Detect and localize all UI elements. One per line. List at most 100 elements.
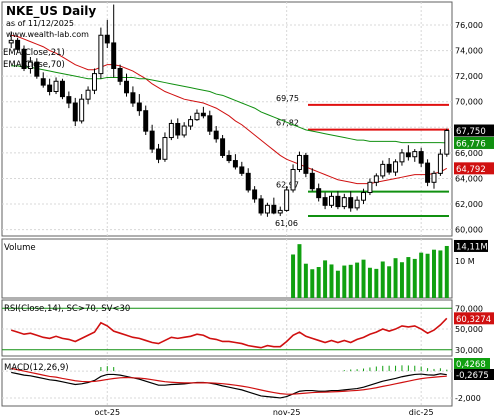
candle-body	[168, 122, 174, 139]
x-tick-label: dic-25	[409, 408, 434, 417]
rsi-tick-label: 30,000	[455, 346, 483, 355]
candle-body	[188, 119, 194, 127]
price-tick-label: 72,000	[455, 72, 483, 81]
candle-body	[354, 199, 360, 209]
ema70-line	[11, 65, 447, 144]
price-badge-text: 67,750	[456, 127, 486, 137]
macd-badge-value-text: -0,2675	[456, 371, 489, 381]
volume-tick-label: 10 M	[455, 257, 475, 266]
x-tick-label: oct-25	[95, 408, 121, 417]
candle-body	[341, 197, 347, 208]
price-tick-label: 62,000	[455, 200, 483, 209]
candle-body	[207, 115, 213, 132]
volume-bar	[444, 245, 449, 298]
candle-body	[53, 80, 59, 93]
candle-body	[367, 181, 373, 194]
volume-bar	[419, 252, 424, 298]
price-badge	[454, 136, 494, 149]
candle-body	[98, 34, 104, 75]
candle-body	[175, 122, 181, 136]
chart-subtitle: as of 11/12/2025	[6, 19, 74, 28]
rsi-line	[10, 317, 448, 349]
volume-bar	[393, 258, 398, 298]
legend-ema21: EMA(Close,21)	[3, 48, 65, 58]
candle-body	[437, 153, 443, 174]
chart-title: NKE_US Daily	[6, 4, 96, 19]
candle-body	[373, 175, 379, 183]
candle-body	[322, 197, 328, 206]
macd-badge-histogram-text: 0,4268	[456, 360, 486, 370]
macd-title: MACD(12,26,9)	[4, 363, 69, 373]
price-tick-label: 74,000	[455, 47, 483, 56]
candle-body	[34, 61, 40, 77]
candle-body	[264, 204, 270, 214]
chart-source: www.wealth-lab.com	[6, 30, 89, 39]
candle-body	[27, 61, 33, 69]
candle-body	[425, 162, 431, 183]
volume-bar	[431, 249, 436, 298]
candle-body	[136, 102, 142, 112]
support-label: 62,97	[276, 181, 299, 190]
candle-body	[8, 39, 14, 44]
candle-body	[303, 154, 309, 174]
candle-body	[200, 112, 206, 117]
candle-body	[393, 161, 399, 173]
candle-body	[156, 148, 162, 160]
price-tick-label: 64,000	[455, 174, 483, 183]
candle-body	[213, 130, 219, 140]
candle-body	[15, 39, 21, 50]
volume-bar	[438, 250, 443, 298]
candle-body	[380, 163, 386, 177]
price-tick-label: 76,000	[455, 21, 483, 30]
rsi-badge-text: 60,3274	[456, 315, 491, 325]
volume-bar	[335, 270, 340, 298]
x-tick-label: nov-25	[273, 408, 301, 417]
volume-badge-text: 14,11M	[456, 242, 488, 252]
candle-body	[104, 34, 110, 44]
volume-bar	[361, 259, 366, 298]
candle-body	[245, 172, 251, 191]
price-badge-text: 66,776	[456, 139, 486, 149]
volume-bar	[355, 262, 360, 298]
candle-body	[335, 195, 341, 208]
volume-bar	[406, 257, 411, 298]
candle-body	[258, 198, 264, 214]
candle-body	[290, 169, 296, 191]
candle-body	[162, 137, 168, 160]
volume-bar	[316, 267, 321, 298]
support-label: 61,06	[275, 219, 298, 228]
candle-body	[418, 151, 424, 164]
candle-body	[386, 163, 392, 173]
macd-signal-line	[11, 367, 447, 395]
candle-body	[399, 152, 405, 163]
volume-bar	[348, 264, 353, 298]
candle-body	[181, 125, 187, 136]
candle-body	[444, 130, 450, 155]
rsi-title: RSI(Close,14), SC>70, SV<30	[4, 304, 130, 314]
volume-bar	[367, 267, 372, 298]
legend-ema70: EMA(Close,70)	[3, 60, 65, 70]
rsi-badge	[454, 312, 494, 325]
candle-body	[329, 195, 334, 206]
candle-body	[316, 188, 322, 199]
candle-body	[226, 154, 232, 162]
volume-bar	[303, 263, 308, 298]
candle-body	[149, 130, 155, 150]
volume-bar	[399, 262, 404, 298]
candle-body	[143, 110, 149, 132]
price-tick-label: 70,000	[455, 98, 483, 107]
candle-body	[85, 89, 91, 100]
candle-body	[252, 189, 258, 200]
macd-tick-label: -2,000	[455, 394, 481, 403]
volume-bar	[412, 258, 417, 298]
candle-body	[47, 84, 53, 93]
volume-badge	[454, 239, 488, 252]
resistance-label: 69,75	[276, 94, 299, 103]
rsi-tick-label: 70,000	[455, 304, 483, 313]
candle-body	[284, 189, 290, 211]
candle-body	[124, 80, 129, 94]
candle-body	[271, 204, 277, 214]
volume-bar	[374, 268, 379, 298]
candle-body	[21, 48, 27, 69]
